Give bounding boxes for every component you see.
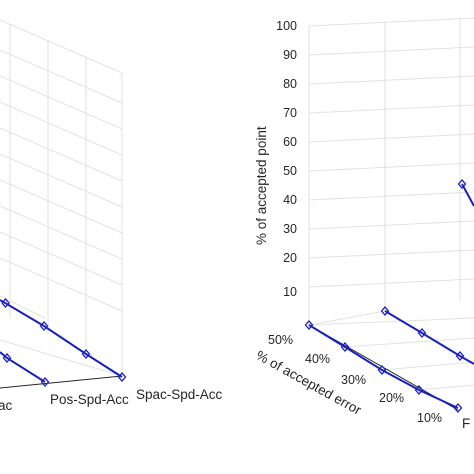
right-line-front bbox=[308, 324, 459, 409]
right-label-0: F bbox=[462, 416, 470, 431]
left-line-lower bbox=[0, 351, 46, 383]
left-marker-6 bbox=[40, 377, 50, 387]
right-marker-1 bbox=[304, 320, 314, 330]
left-label-0: ac bbox=[0, 398, 13, 413]
left-label-1: Pos-Spd-Acc bbox=[50, 392, 129, 407]
left-marker-2 bbox=[39, 321, 49, 331]
ytick-10: 10% bbox=[417, 411, 442, 425]
right-series-second bbox=[380, 306, 474, 365]
left-marker-5 bbox=[2, 353, 12, 363]
right-zlabel: % of accepted point bbox=[254, 126, 269, 245]
right-marker-7 bbox=[417, 328, 427, 338]
ztick-30: 30 bbox=[283, 222, 297, 236]
ztick-20: 20 bbox=[283, 251, 297, 265]
left-marker-1 bbox=[1, 298, 10, 308]
ztick-50: 50 bbox=[283, 164, 297, 178]
right-line-second bbox=[384, 310, 474, 365]
right-line-partial bbox=[461, 183, 474, 207]
right-zticks: 100 90 80 70 60 50 40 30 20 10 bbox=[276, 19, 297, 299]
right-marker-9 bbox=[457, 179, 467, 189]
right-series-partial bbox=[457, 179, 474, 207]
ztick-90: 90 bbox=[283, 48, 297, 62]
right-grid bbox=[308, 17, 474, 391]
left-marker-3 bbox=[81, 349, 91, 359]
ytick-30: 30% bbox=[341, 373, 366, 387]
ytick-50: 50% bbox=[268, 333, 293, 347]
left-line-upper bbox=[0, 299, 123, 378]
ztick-80: 80 bbox=[283, 77, 297, 91]
ztick-40: 40 bbox=[283, 193, 297, 207]
right-marker-2 bbox=[340, 342, 350, 352]
ytick-20: 20% bbox=[379, 391, 404, 405]
right-yticks: 50% 40% 30% 20% 10% bbox=[268, 333, 442, 425]
right-marker-8 bbox=[455, 351, 465, 361]
ztick-60: 60 bbox=[283, 135, 297, 149]
left-chart: ac Pos-Spd-Acc Spac-Spd-Acc bbox=[0, 19, 223, 413]
left-marker-4 bbox=[117, 372, 127, 382]
left-axes bbox=[0, 375, 123, 389]
ytick-40: 40% bbox=[305, 352, 330, 366]
left-grid bbox=[0, 19, 123, 377]
ztick-100: 100 bbox=[276, 19, 297, 33]
right-series-front bbox=[304, 320, 463, 413]
right-marker-5 bbox=[453, 403, 463, 413]
ztick-10: 10 bbox=[283, 285, 297, 299]
right-marker-4 bbox=[414, 385, 424, 395]
right-chart: 100 90 80 70 60 50 40 30 20 10 % of acce… bbox=[254, 17, 474, 431]
right-marker-3 bbox=[377, 365, 387, 375]
left-series-lower bbox=[0, 351, 50, 387]
left-label-2: Spac-Spd-Acc bbox=[136, 387, 223, 402]
left-series-upper bbox=[0, 298, 127, 382]
right-marker-6 bbox=[380, 306, 390, 316]
ztick-70: 70 bbox=[283, 106, 297, 120]
